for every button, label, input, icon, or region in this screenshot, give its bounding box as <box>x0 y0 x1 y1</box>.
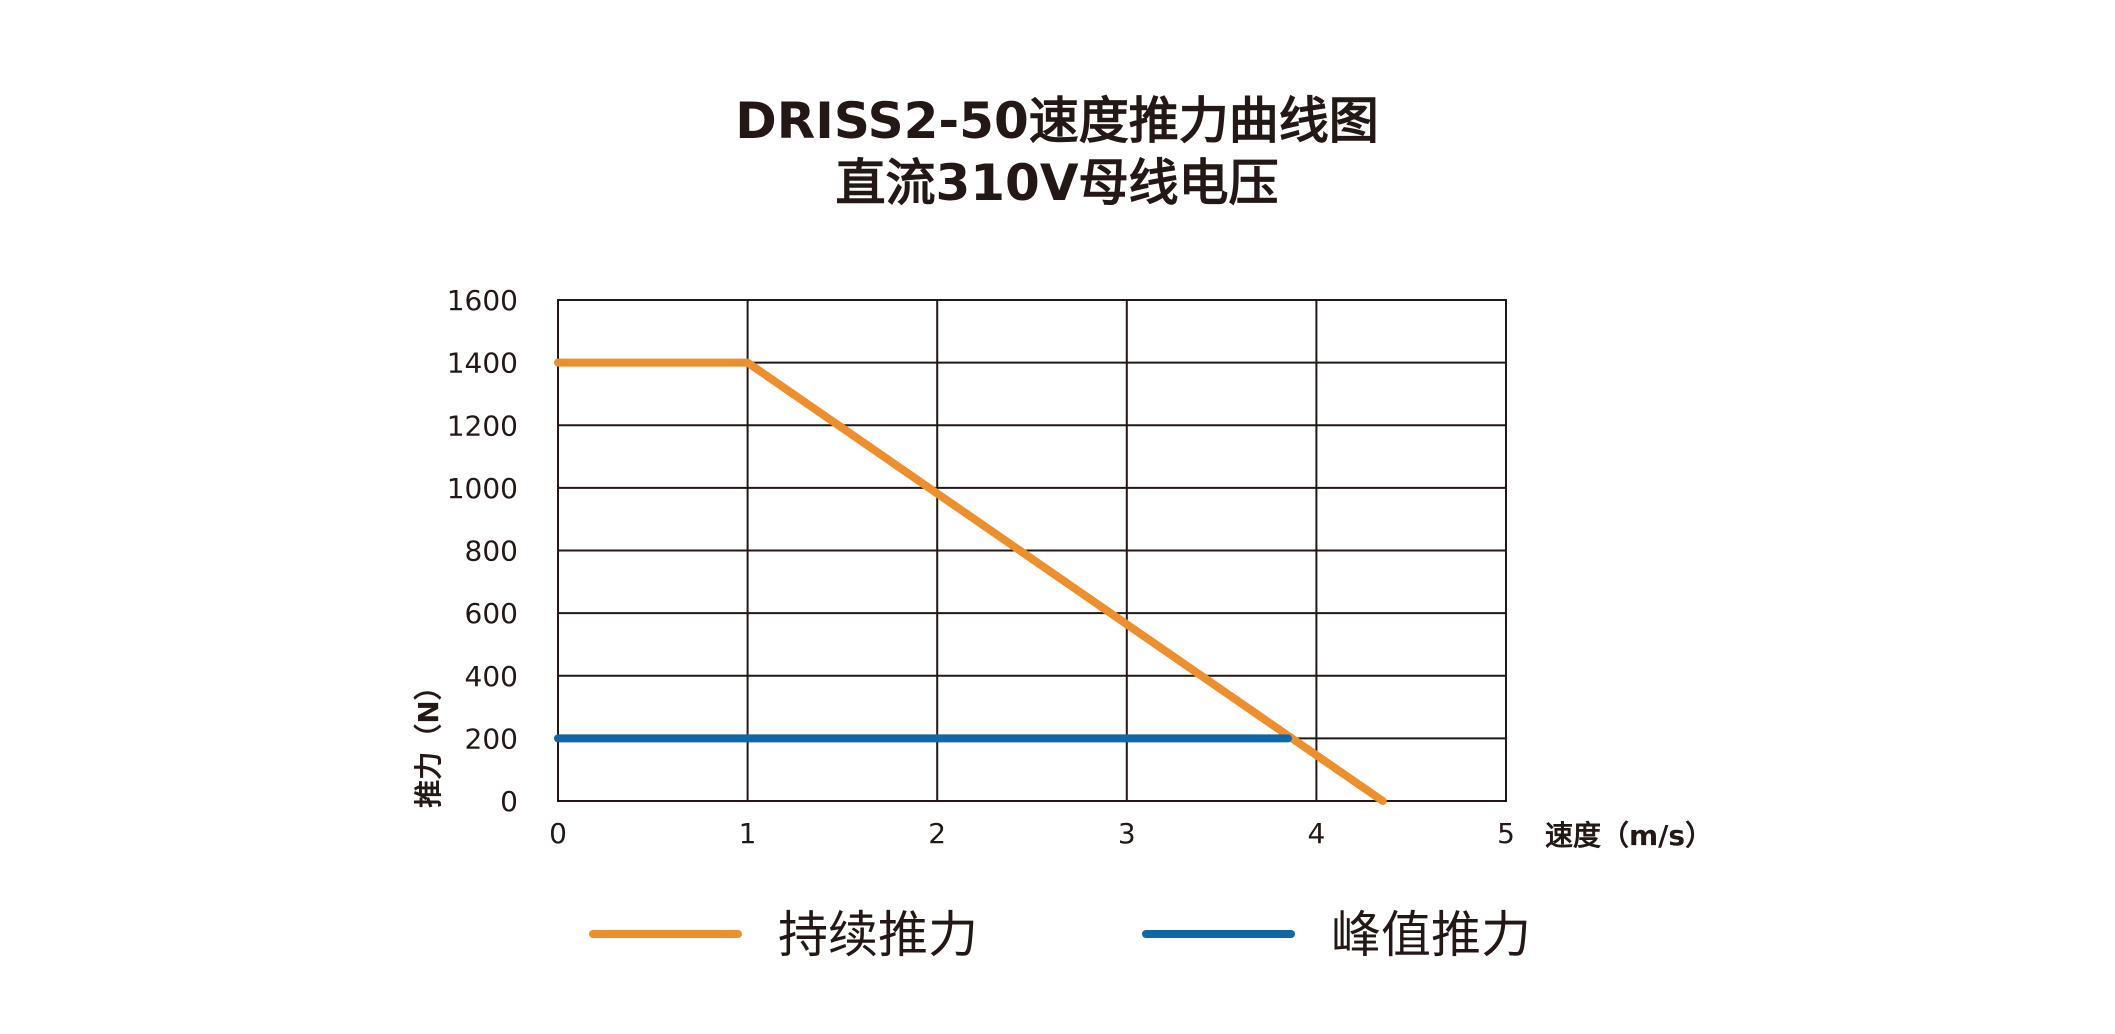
y-tick-label: 400 <box>465 660 518 693</box>
x-tick-label: 0 <box>549 817 567 850</box>
legend-label-1: 持续推力 <box>778 906 978 964</box>
y-tick-label: 1000 <box>447 472 518 505</box>
x-tick-label: 3 <box>1118 817 1136 850</box>
x-tick-label: 5 <box>1497 817 1515 850</box>
legend-label-2: 峰值推力 <box>1331 906 1531 964</box>
chart-title-line-1: DRISS2-50速度推力曲线图 <box>735 92 1379 150</box>
y-tick-label: 200 <box>465 722 518 755</box>
x-tick-label: 1 <box>739 817 757 850</box>
series-line-1 <box>554 358 1387 805</box>
y-axis-label: 推力（N） <box>412 672 445 807</box>
x-tick-labels: 0 1 2 3 4 5 <box>549 817 1515 850</box>
y-tick-label: 600 <box>465 597 518 630</box>
y-tick-label: 1600 <box>447 284 518 317</box>
y-tick-label: 0 <box>500 785 518 818</box>
y-tick-labels: 0 200 400 600 800 1000 1200 1400 1600 <box>447 284 518 818</box>
series-lines <box>554 358 1387 805</box>
x-axis-label: 速度（m/s） <box>1545 819 1713 852</box>
y-tick-label: 800 <box>465 535 518 568</box>
y-tick-label: 1400 <box>447 347 518 380</box>
legend: 持续推力 峰值推力 <box>589 906 1531 964</box>
grid <box>557 299 1507 802</box>
x-tick-label: 4 <box>1307 817 1325 850</box>
x-tick-label: 2 <box>928 817 946 850</box>
chart-title-line-2: 直流310V母线电压 <box>835 154 1278 212</box>
y-tick-label: 1200 <box>447 409 518 442</box>
